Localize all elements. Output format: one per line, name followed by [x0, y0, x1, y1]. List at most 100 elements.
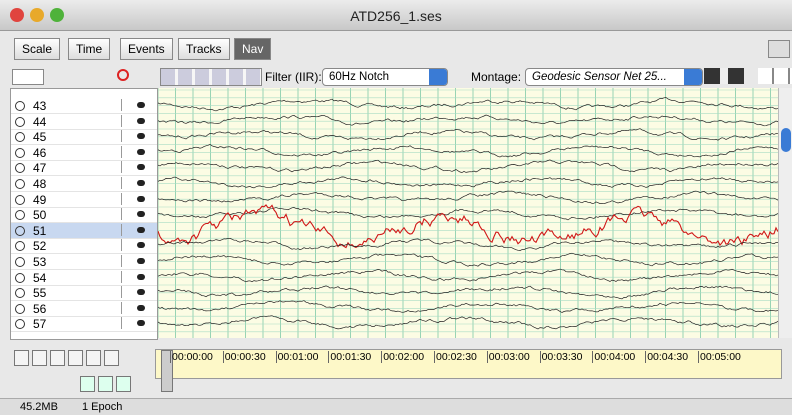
scroll-thumb[interactable] [781, 128, 791, 152]
eye-icon[interactable] [137, 195, 145, 202]
channel-row: 43 [11, 98, 157, 114]
eye-icon[interactable] [137, 180, 145, 186]
separator [121, 208, 122, 221]
trace-background [158, 88, 778, 338]
channel-icon [15, 101, 25, 111]
tool-icons[interactable] [160, 68, 262, 86]
channel-row: 45 [11, 129, 157, 146]
eye-icon[interactable] [137, 273, 145, 280]
time-label: 00:04:30 [645, 351, 689, 363]
filter-value: 60Hz Notch [329, 71, 390, 83]
time-label: 00:02:30 [434, 351, 477, 363]
minimize-button[interactable] [30, 8, 44, 22]
play-button[interactable] [116, 376, 131, 392]
filter-select[interactable]: 60Hz Notch [322, 68, 448, 86]
stop-icon[interactable] [117, 69, 129, 81]
separator [121, 114, 122, 127]
separator [121, 301, 122, 314]
eye-icon[interactable] [137, 289, 145, 296]
transport-button[interactable] [32, 350, 47, 366]
channel-icon [15, 194, 25, 205]
trace [158, 252, 778, 267]
channel-icon [15, 241, 25, 252]
channel-row: 46 [11, 145, 157, 161]
toolbar-button[interactable]: Events [120, 38, 173, 60]
channel-label: 44 [33, 114, 47, 129]
eye-icon[interactable] [137, 102, 145, 108]
link-icon[interactable] [768, 40, 790, 58]
montage-label: Montage: [471, 70, 522, 84]
trace [158, 128, 778, 141]
channel-row: 48 [11, 176, 157, 192]
transport-button[interactable] [50, 350, 65, 366]
timeline[interactable]: 00:00:00 00:00:30 00:01:00 00:01:30 00:02:00… [155, 349, 782, 392]
transport-button[interactable] [14, 350, 29, 366]
channel-icon [15, 179, 25, 189]
montage-select[interactable]: Geodesic Sensor Net 25... [525, 68, 703, 86]
channel-label: 48 [33, 177, 47, 191]
separator [121, 192, 122, 205]
transport-button[interactable] [68, 350, 83, 366]
eye-icon[interactable] [137, 148, 145, 155]
toolbar-button[interactable]: Nav [234, 38, 272, 60]
separator [121, 239, 122, 252]
trace [158, 204, 778, 249]
eye-icon[interactable] [137, 226, 145, 233]
play-button[interactable] [80, 376, 95, 392]
eye-icon[interactable] [137, 211, 145, 218]
separator [121, 270, 122, 283]
eye-icon[interactable] [137, 164, 145, 171]
time-label: 00:01:30 [328, 351, 372, 363]
status-bar: 45.2MB 1 Epoch [0, 398, 792, 415]
eye-icon[interactable] [137, 242, 145, 249]
separator [121, 317, 122, 330]
channel-label: 47 [33, 161, 47, 176]
title-bar: ATD256_1.ses [0, 0, 792, 31]
separator [121, 161, 122, 174]
separator [121, 130, 122, 143]
channel-label: 49 [33, 192, 47, 207]
toolbar-button[interactable]: Tracks [178, 38, 230, 60]
channel-row: 57 [11, 316, 157, 333]
transport-button[interactable] [104, 350, 119, 366]
time-label: 00:05:00 [698, 351, 741, 363]
eeg-traces [158, 88, 778, 338]
channel-label: 51 [33, 223, 47, 238]
play-button[interactable] [98, 376, 113, 392]
toolbar-button[interactable]: Scale [14, 38, 61, 60]
eye-icon[interactable] [137, 117, 145, 124]
channel-label: 56 [33, 301, 47, 316]
separator [121, 177, 122, 189]
channel-row: 51 [11, 222, 157, 239]
trace [158, 268, 778, 283]
eye-icon[interactable] [137, 133, 145, 140]
time-label: 00:04:00 [592, 351, 636, 363]
transport-button[interactable] [86, 350, 101, 366]
separator [121, 286, 122, 299]
zoom-button[interactable] [50, 8, 64, 22]
channel-label: 57 [33, 317, 47, 332]
channel-row: 44 [11, 114, 157, 130]
time-label: 00:01:00 [275, 351, 319, 363]
eye-icon[interactable] [137, 304, 145, 311]
time-label: 00:02:00 [381, 351, 425, 363]
montage-icons[interactable] [704, 68, 744, 84]
scrollbar[interactable] [778, 88, 792, 338]
time-label: 00:00:00 [170, 351, 213, 363]
eye-icon[interactable] [137, 320, 145, 327]
view-toggle[interactable] [12, 69, 44, 85]
channel-label: 45 [33, 130, 47, 145]
channel-icon [15, 210, 25, 221]
close-button[interactable] [10, 8, 24, 22]
channel-icon [15, 319, 25, 330]
channel-icon [15, 257, 25, 267]
channel-row: 52 [11, 238, 157, 255]
zoom-buttons[interactable] [758, 68, 792, 84]
separator [121, 99, 122, 111]
channel-label: 50 [33, 208, 47, 223]
trace [158, 159, 778, 173]
toolbar-button[interactable]: Time [68, 38, 111, 60]
eye-icon[interactable] [137, 258, 145, 264]
channel-row: 56 [11, 301, 157, 317]
